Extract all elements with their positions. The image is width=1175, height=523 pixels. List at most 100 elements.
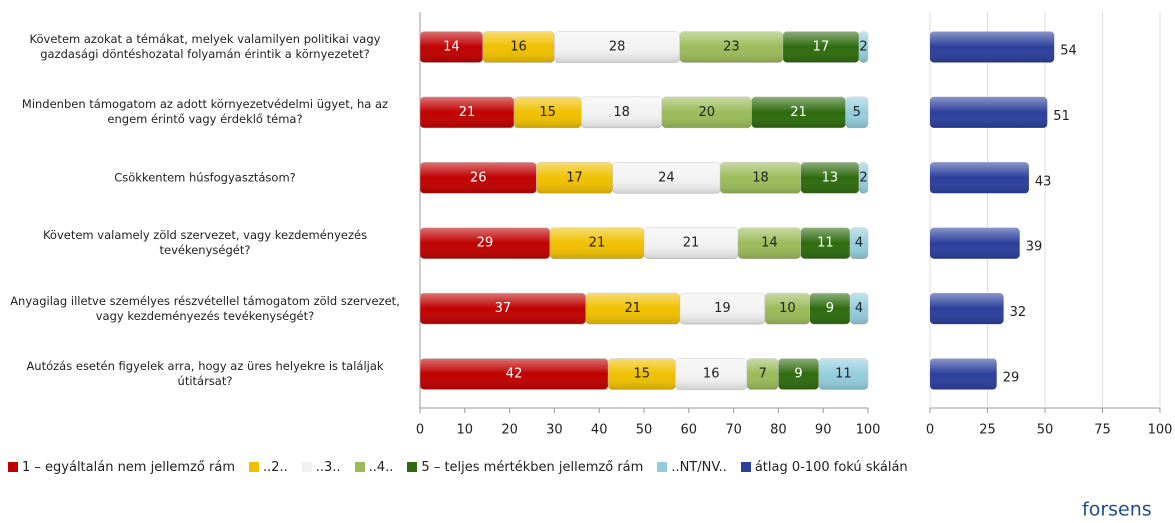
bar-gloss bbox=[850, 293, 868, 325]
data-label: 29 bbox=[1003, 371, 1020, 386]
data-label: 24 bbox=[658, 170, 675, 185]
bar-gloss bbox=[930, 31, 1055, 63]
bar-gloss bbox=[536, 162, 613, 194]
legend-label: ..4.. bbox=[368, 460, 394, 475]
legend-label: ..2.. bbox=[262, 460, 288, 475]
data-label: 9 bbox=[794, 367, 802, 382]
bar-gloss bbox=[420, 293, 586, 325]
legend-item: ..4.. bbox=[354, 460, 394, 475]
legend-item: 5 – teljes mértékben jellemző rám bbox=[407, 460, 643, 475]
x-tick-label: 25 bbox=[979, 423, 996, 438]
data-label: 18 bbox=[752, 170, 769, 185]
bar-gloss bbox=[764, 293, 810, 325]
data-label: 54 bbox=[1060, 44, 1077, 59]
bar-gloss bbox=[859, 31, 868, 63]
data-label: 2 bbox=[859, 40, 867, 55]
bar-gloss bbox=[612, 162, 721, 194]
category-label: Követem valamely zöld szervezet, vagy ke… bbox=[42, 228, 368, 258]
bar-gloss bbox=[585, 293, 680, 325]
x-tick-label: 40 bbox=[591, 423, 608, 438]
legend-swatch bbox=[301, 462, 312, 472]
bar-gloss bbox=[930, 227, 1020, 259]
data-label: 17 bbox=[566, 170, 583, 185]
bar-gloss bbox=[850, 227, 868, 259]
x-tick-label: 0 bbox=[416, 423, 424, 438]
data-label: 23 bbox=[723, 40, 740, 55]
bar-gloss bbox=[675, 358, 748, 390]
x-tick-label: 30 bbox=[546, 423, 563, 438]
x-tick-label: 80 bbox=[770, 423, 787, 438]
data-label: 21 bbox=[683, 236, 700, 251]
x-tick-label: 20 bbox=[501, 423, 518, 438]
bar-gloss bbox=[661, 96, 752, 128]
data-label: 19 bbox=[714, 301, 731, 316]
legend-swatch bbox=[740, 462, 751, 472]
legend-swatch bbox=[8, 462, 18, 472]
bar-gloss bbox=[482, 31, 555, 63]
category-label: Autózás esetén figyelek arra, hogy az ür… bbox=[26, 359, 384, 388]
data-label: 28 bbox=[609, 40, 626, 55]
bar-gloss bbox=[747, 358, 779, 390]
bar-gloss bbox=[818, 358, 868, 390]
x-tick-label: 50 bbox=[1037, 423, 1054, 438]
bar-gloss bbox=[420, 96, 515, 128]
data-label: 5 bbox=[853, 105, 861, 120]
bar-gloss bbox=[930, 162, 1029, 194]
data-label: 14 bbox=[443, 40, 460, 55]
data-label: 16 bbox=[703, 367, 720, 382]
legend: 1 – egyáltalán nem jellemző rám ..2.. ..3.… bbox=[8, 460, 908, 475]
legend-item: 1 – egyáltalán nem jellemző rám bbox=[8, 460, 235, 475]
bar-gloss bbox=[549, 227, 644, 259]
bar-gloss bbox=[581, 96, 662, 128]
bar-gloss bbox=[751, 96, 846, 128]
legend-item: átlag 0-100 fokú skálán bbox=[740, 460, 908, 475]
bar-gloss bbox=[859, 162, 868, 194]
x-tick-label: 100 bbox=[856, 423, 881, 438]
data-label: 20 bbox=[698, 105, 715, 120]
data-label: 18 bbox=[613, 105, 630, 120]
bar-gloss bbox=[930, 293, 1004, 325]
data-label: 51 bbox=[1053, 109, 1070, 124]
legend-item: ..2.. bbox=[248, 460, 288, 475]
data-label: 7 bbox=[759, 367, 767, 382]
legend-swatch bbox=[657, 462, 668, 472]
data-label: 14 bbox=[761, 236, 778, 251]
bar-gloss bbox=[778, 358, 819, 390]
category-label: Csökkentem húsfogyasztásom? bbox=[114, 170, 296, 185]
data-label: 29 bbox=[477, 236, 494, 251]
x-tick-label: 10 bbox=[457, 423, 474, 438]
bar-gloss bbox=[800, 162, 860, 194]
x-tick-label: 100 bbox=[1148, 423, 1173, 438]
category-label: Követem azokat a témákat, melyek valamil… bbox=[29, 32, 381, 61]
data-label: 10 bbox=[779, 301, 796, 316]
bar-gloss bbox=[420, 358, 609, 390]
data-label: 39 bbox=[1026, 240, 1043, 255]
x-tick-label: 90 bbox=[815, 423, 832, 438]
x-tick-label: 75 bbox=[1094, 423, 1111, 438]
bar-gloss bbox=[608, 358, 676, 390]
data-label: 15 bbox=[539, 105, 556, 120]
x-tick-label: 0 bbox=[926, 423, 934, 438]
legend-swatch bbox=[407, 462, 418, 472]
bar-gloss bbox=[809, 293, 851, 325]
data-label: 4 bbox=[855, 236, 863, 251]
bar-gloss bbox=[644, 227, 739, 259]
data-label: 15 bbox=[633, 367, 650, 382]
logo: forsens bbox=[1082, 499, 1152, 521]
bar-gloss bbox=[420, 162, 537, 194]
bar-gloss bbox=[679, 293, 765, 325]
data-label: 11 bbox=[835, 367, 852, 382]
data-label: 9 bbox=[826, 301, 834, 316]
bar-gloss bbox=[420, 227, 550, 259]
x-tick-label: 70 bbox=[725, 423, 742, 438]
data-label: 43 bbox=[1035, 174, 1052, 189]
legend-label: ..NT/NV.. bbox=[671, 460, 727, 475]
data-label: 11 bbox=[817, 236, 834, 251]
bar-gloss bbox=[930, 96, 1048, 128]
category-label: Anyagilag illetve személyes részvétellel… bbox=[10, 293, 400, 323]
x-tick-label: 60 bbox=[681, 423, 698, 438]
legend-label: átlag 0-100 fokú skálán bbox=[754, 460, 908, 475]
legend-item: ..3.. bbox=[301, 460, 341, 475]
data-label: 16 bbox=[510, 40, 527, 55]
